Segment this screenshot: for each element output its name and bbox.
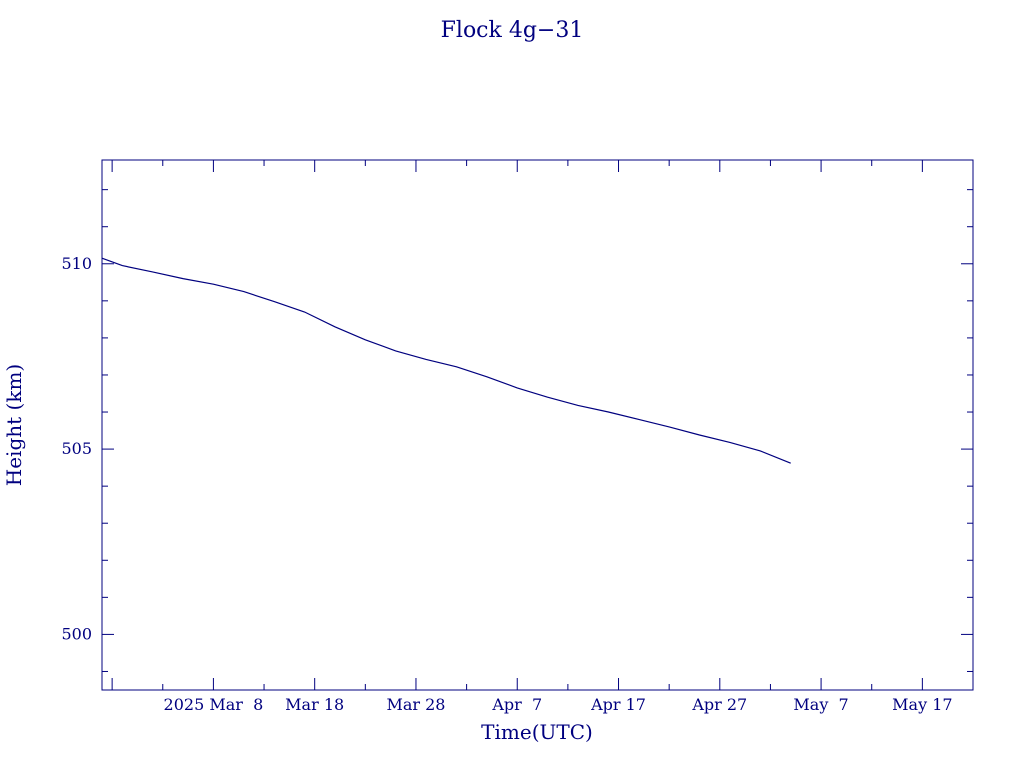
chart-title: Flock 4g−31 [441, 18, 584, 43]
y-axis-label: Height (km) [2, 364, 26, 486]
y-tick-label: 510 [61, 254, 92, 273]
x-tick-label: May 7 [793, 695, 848, 714]
x-tick-label: Apr 27 [691, 695, 747, 714]
series-line [101, 257, 791, 464]
x-tick-label: 2025 Mar 8 [164, 695, 264, 714]
x-tick-label: Apr 17 [590, 695, 646, 714]
x-tick-label: May 17 [892, 695, 952, 714]
y-axis-ticks: 500 505 510 [61, 189, 973, 672]
x-tick-label: Mar 28 [386, 695, 445, 714]
x-tick-label: Apr 7 [491, 695, 542, 714]
x-axis-ticks: 2025 Mar 8 Mar 18 Mar 28 Apr 7 Apr 17 Apr 27 M… [111, 160, 974, 714]
plot-frame [101, 159, 974, 691]
y-tick-label: 500 [61, 624, 92, 643]
y-tick-label: 505 [61, 439, 92, 458]
x-axis-label: Time(UTC) [481, 720, 593, 744]
x-tick-label: Mar 18 [285, 695, 344, 714]
